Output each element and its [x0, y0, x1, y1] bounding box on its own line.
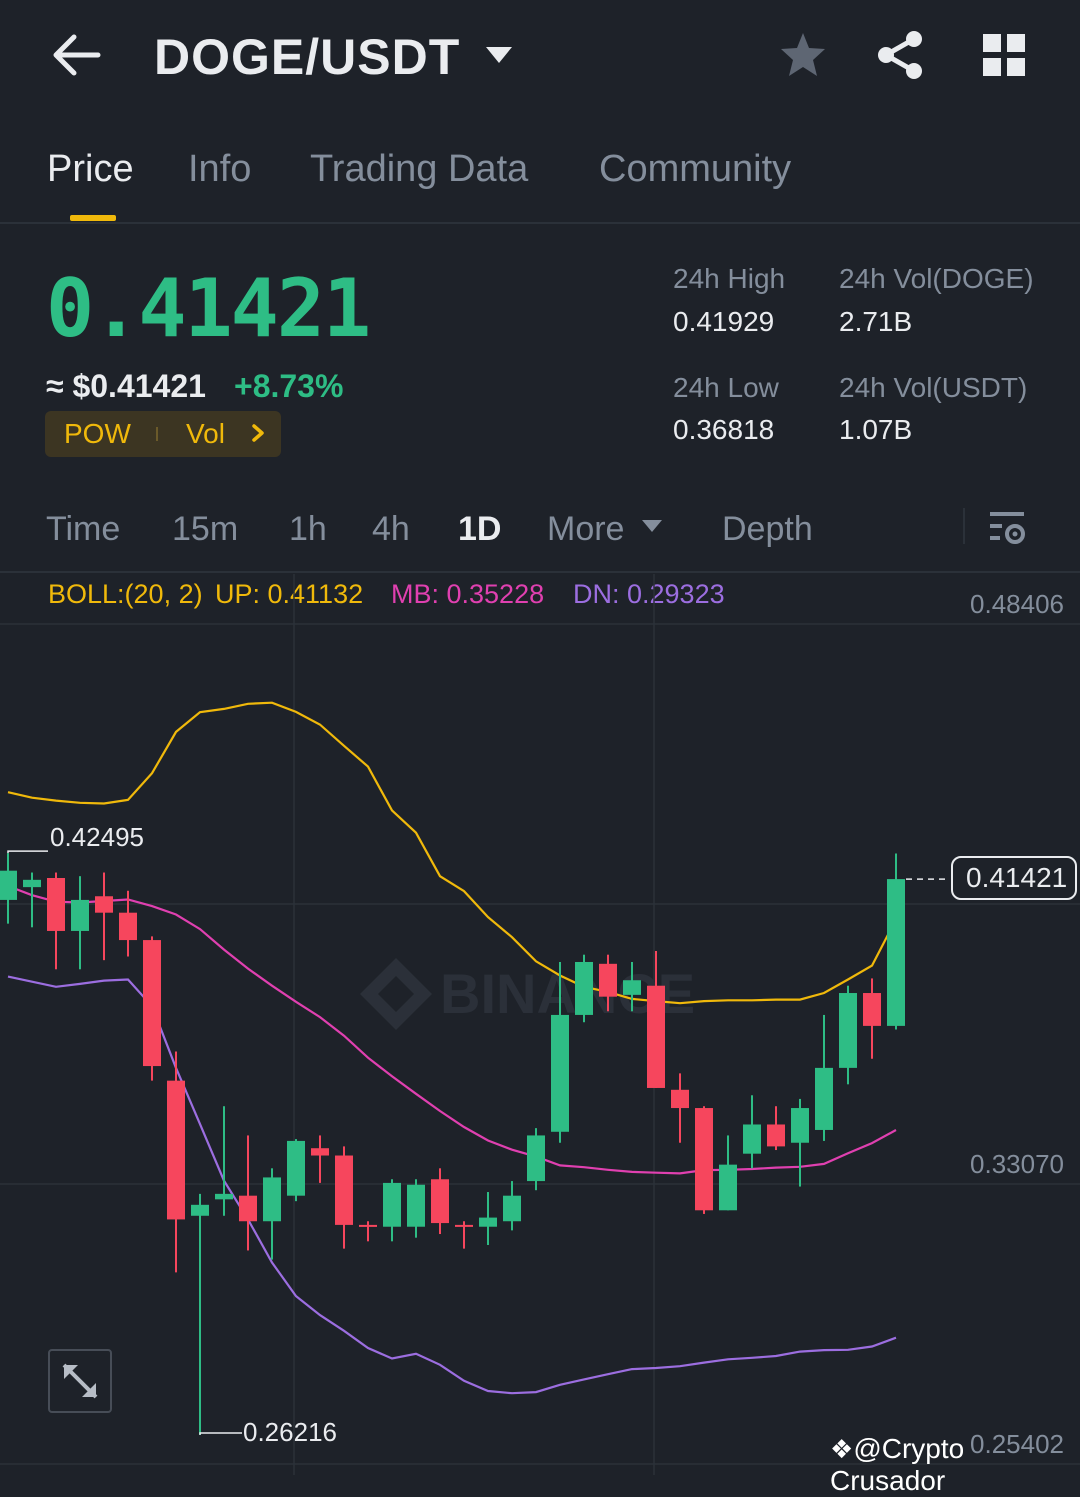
candle-up	[287, 1140, 305, 1196]
candle-down	[671, 1089, 689, 1109]
candle-down	[767, 1124, 785, 1147]
candle-down	[47, 878, 65, 931]
tag-pow[interactable]: POW	[64, 418, 131, 449]
candle-up	[23, 879, 41, 888]
boll-up-value: UP: 0.41132	[215, 579, 364, 609]
candle-up	[527, 1135, 545, 1182]
vol-base-value: 2.71B	[839, 306, 913, 337]
high-value: 0.41929	[673, 306, 775, 337]
high-label: 24h High	[673, 263, 786, 294]
candle-up	[191, 1204, 209, 1216]
interval-1h[interactable]: 1h	[289, 510, 327, 548]
y-axis-label: 0.25402	[970, 1429, 1064, 1459]
candle-up	[719, 1164, 737, 1211]
tab-price[interactable]: Price	[47, 148, 134, 190]
tag-separator	[156, 427, 158, 441]
interval-time[interactable]: Time	[46, 510, 121, 548]
tab-info[interactable]: Info	[188, 148, 252, 190]
price-change-percent: +8.73%	[234, 368, 344, 404]
caret-down-icon[interactable]	[484, 44, 514, 66]
candle-up	[0, 870, 17, 900]
vol-base-label: 24h Vol(DOGE)	[839, 263, 1034, 294]
candle-down	[95, 896, 113, 913]
candle-down	[359, 1224, 377, 1227]
candle-down	[143, 940, 161, 1067]
expand-icon	[62, 1363, 98, 1399]
candle-up	[623, 980, 641, 995]
candle-down	[863, 993, 881, 1026]
chevron-right-icon[interactable]	[250, 422, 266, 444]
candle-up	[575, 961, 593, 1015]
current-price-tag	[951, 856, 1077, 900]
candle-up	[503, 1195, 521, 1222]
interval-depth[interactable]: Depth	[722, 510, 813, 548]
divider	[963, 508, 965, 544]
tab-community[interactable]: Community	[599, 148, 792, 190]
divider	[0, 571, 1080, 573]
max-price-label: 0.42495	[50, 822, 144, 852]
candle-up	[743, 1124, 761, 1154]
candle-up	[815, 1067, 833, 1130]
back-arrow-icon[interactable]	[48, 30, 104, 80]
vol-quote-label: 24h Vol(USDT)	[839, 372, 1028, 403]
candle-down	[431, 1179, 449, 1224]
candle-down	[239, 1195, 257, 1222]
boll-dn-value: DN: 0.29323	[573, 579, 725, 609]
current-price-label: 0.41421	[966, 862, 1068, 893]
caret-down-icon[interactable]	[641, 519, 663, 533]
background-logo-icon	[360, 958, 432, 1030]
last-price: 0.41421	[46, 262, 371, 355]
candle-down	[599, 963, 617, 997]
candle-up	[791, 1108, 809, 1143]
candle-up	[407, 1184, 425, 1227]
diamond-icon: ❖	[830, 1434, 854, 1464]
boll-upper-line	[7, 701, 897, 1005]
candle-down	[311, 1148, 329, 1156]
candle-up	[215, 1193, 233, 1200]
watermark-credit: ❖@Crypto Crusador	[830, 1433, 965, 1496]
grid-icon[interactable]	[983, 34, 1027, 78]
candle-up	[383, 1182, 401, 1227]
candle-down	[119, 912, 137, 941]
candle-down	[647, 985, 665, 1088]
boll-mb-value: MB: 0.35228	[391, 579, 545, 609]
tag-vol[interactable]: Vol	[186, 418, 225, 449]
min-price-label: 0.26216	[243, 1417, 337, 1447]
candle-up	[479, 1217, 497, 1227]
interval-more[interactable]: More	[547, 510, 625, 548]
divider	[0, 222, 1080, 224]
interval-15m[interactable]: 15m	[172, 510, 239, 548]
fullscreen-button[interactable]	[48, 1349, 112, 1413]
boll-lower-line	[7, 975, 897, 1395]
candle-down	[167, 1080, 185, 1220]
candle-up	[263, 1177, 281, 1222]
min-marker-line	[199, 1432, 242, 1435]
chart-settings-icon[interactable]	[988, 508, 1028, 548]
interval-1d[interactable]: 1D	[458, 510, 502, 548]
low-value: 0.36818	[673, 414, 775, 445]
candle-up	[551, 1014, 569, 1132]
pair-title[interactable]: DOGE/USDT	[154, 29, 461, 85]
boll-middle-line	[7, 884, 897, 1175]
boll-label: BOLL:(20, 2)	[48, 579, 203, 609]
usd-price: ≈ $0.41421	[46, 368, 206, 404]
low-label: 24h Low	[673, 372, 779, 403]
tag-chip[interactable]	[45, 411, 281, 457]
active-tab-indicator	[70, 215, 116, 221]
y-axis-label: 0.33070	[970, 1149, 1064, 1179]
candle-up	[887, 879, 905, 1026]
candle-up	[839, 993, 857, 1068]
candlestick-chart[interactable]: BINANCE 0.484060.330700.254020.424950.26…	[0, 574, 1080, 1475]
vol-quote-value: 1.07B	[839, 414, 913, 445]
candle-down	[335, 1155, 353, 1225]
max-marker-line	[7, 850, 48, 854]
tab-trading-data[interactable]: Trading Data	[310, 148, 529, 190]
y-axis-label: 0.48406	[970, 589, 1064, 619]
interval-4h[interactable]: 4h	[372, 510, 410, 548]
share-icon[interactable]	[876, 30, 924, 80]
candle-up	[71, 899, 89, 931]
candle-down	[455, 1224, 473, 1227]
candle-down	[695, 1108, 713, 1211]
star-icon[interactable]	[778, 30, 828, 80]
